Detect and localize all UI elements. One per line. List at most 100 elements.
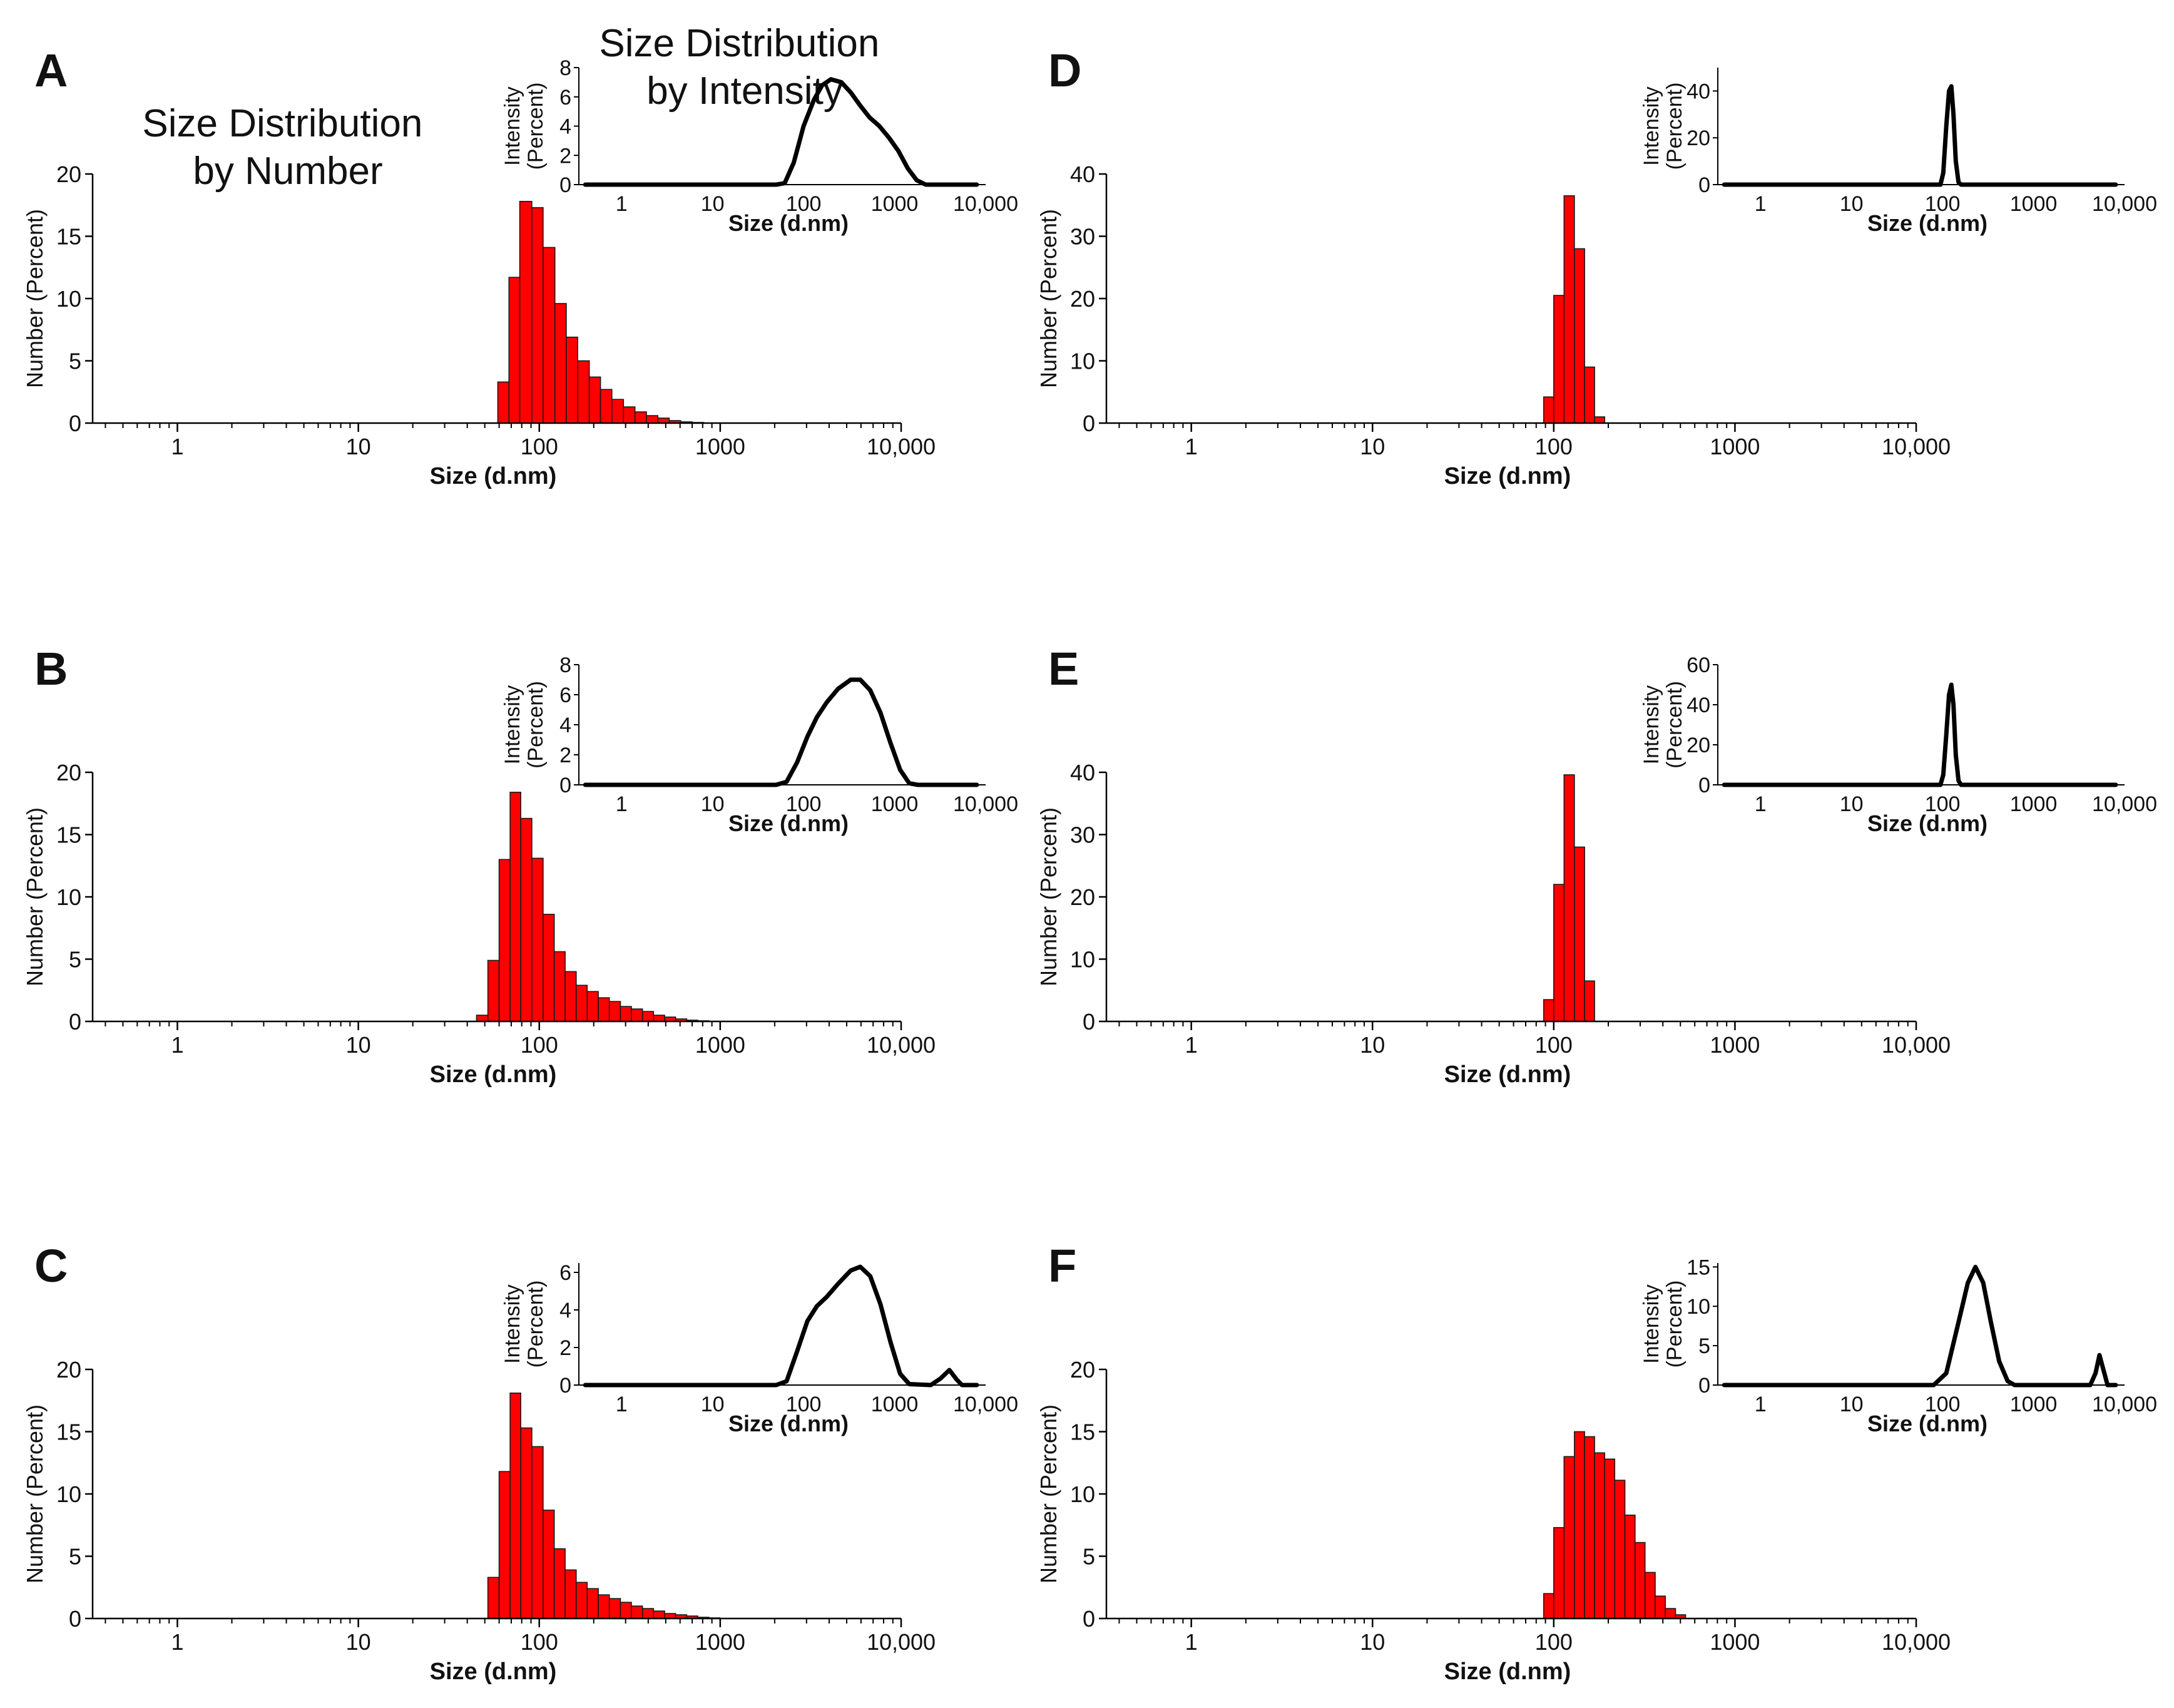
inset-x-tick-label: 1 [1755, 792, 1767, 816]
histogram-bar [1543, 1593, 1554, 1619]
y-tick-label: 10 [56, 884, 81, 910]
histogram-bar [646, 415, 658, 424]
y-tick-label: 10 [1070, 1481, 1095, 1507]
histogram-bar [641, 1608, 655, 1619]
inset-x-tick-label: 10 [701, 792, 725, 816]
inset-y-tick-label: 2 [559, 1336, 571, 1360]
histogram-bar [1574, 1431, 1585, 1619]
y-tick-label: 30 [1070, 822, 1095, 848]
x-tick-label: 1000 [1710, 1032, 1760, 1058]
x-tick-label: 100 [1535, 434, 1573, 459]
x-tick-label: 1000 [695, 1629, 745, 1655]
x-tick-label: 1000 [1710, 434, 1760, 459]
y-tick-label: 5 [1083, 1544, 1095, 1570]
inset-x-tick-label: 100 [786, 192, 822, 216]
x-tick-label: 10 [1360, 1032, 1385, 1058]
histogram-bar [498, 859, 511, 1022]
histogram-bar [608, 1598, 621, 1619]
histogram-bar [1584, 366, 1595, 424]
y-tick-label: 5 [69, 349, 81, 374]
inset-x-tick-label: 10 [701, 1393, 725, 1416]
inset-x-axis-label: Size (d.nm) [728, 1411, 849, 1436]
inset-x-tick-label: 10,000 [2092, 792, 2157, 816]
inset-chart: 0 20 40 1 10 100 1000 10,000 Size (d.nm) Intensit… [1640, 68, 2157, 236]
histogram-bar [508, 277, 521, 424]
inset-y-tick-label: 10 [1687, 1295, 1710, 1319]
x-tick-label: 10,000 [1882, 1629, 1951, 1655]
inset-y-tick-label: 0 [1698, 1374, 1710, 1398]
x-tick-label: 100 [521, 1629, 558, 1655]
histogram-bar [575, 1582, 588, 1619]
inset-y-axis-label-line-1: Intensity [501, 86, 524, 166]
histogram-bar [1574, 846, 1585, 1022]
inset-y-axis-label-line-1: Intensity [1640, 86, 1663, 166]
histogram-bar [1594, 1452, 1606, 1619]
y-tick-label: 15 [56, 1419, 81, 1445]
y-tick-label: 20 [1070, 1357, 1095, 1383]
x-tick-label: 1 [171, 1629, 183, 1655]
intensity-line [583, 1264, 979, 1388]
y-axis-label: Number (Percent) [22, 807, 48, 986]
inset-title-line-1: Size Distribution [599, 22, 879, 65]
y-tick-label: 20 [1070, 286, 1095, 312]
inset-x-axis-label: Size (d.nm) [1867, 210, 1988, 236]
histogram-bar [554, 303, 567, 424]
inset-x-tick-label: 10,000 [953, 1393, 1018, 1416]
histogram-bar [1644, 1572, 1656, 1619]
inset-x-tick-label: 1000 [871, 192, 919, 216]
histogram-bar [653, 1015, 665, 1022]
histogram-bar [588, 376, 601, 424]
panel-letter: F [1048, 1240, 1076, 1292]
inset-x-tick-label: 1 [1755, 192, 1767, 216]
x-axis-label: Size (d.nm) [1444, 463, 1571, 489]
x-tick-label: 100 [1535, 1629, 1573, 1655]
histogram-bar [543, 247, 556, 424]
histogram-bar [566, 336, 578, 424]
inset-x-tick-label: 1 [616, 792, 628, 816]
histogram-bar [1563, 195, 1575, 424]
inset-y-tick-label: 0 [1698, 173, 1710, 197]
y-tick-label: 0 [1083, 1009, 1095, 1035]
inset-y-tick-label: 0 [1698, 774, 1710, 797]
inset-x-tick-label: 10,000 [953, 792, 1018, 816]
y-axis-label: Number (Percent) [1036, 807, 1061, 986]
x-tick-label: 100 [521, 1032, 558, 1058]
intensity-line [1722, 682, 2118, 787]
inset-y-tick-label: 0 [559, 173, 571, 197]
x-tick-label: 100 [1535, 1032, 1573, 1058]
inset-x-tick-label: 10 [701, 192, 725, 216]
intensity-line [583, 677, 979, 787]
y-axis-label: Number (Percent) [1036, 209, 1061, 388]
inset-x-tick-label: 1000 [2010, 792, 2058, 816]
x-tick-label: 1 [171, 434, 183, 459]
inset-y-axis-label-line-2: (Percent) [524, 1281, 548, 1368]
inset-y-tick-label: 20 [1687, 734, 1710, 757]
histogram-bar [1665, 1608, 1676, 1619]
x-tick-label: 1000 [695, 1032, 745, 1058]
histogram-bar [1543, 396, 1554, 424]
histogram-bar [498, 1471, 511, 1619]
y-tick-label: 0 [1083, 1606, 1095, 1632]
x-tick-label: 10 [346, 434, 371, 459]
histogram-bar [487, 1577, 500, 1619]
histogram-bar [1584, 1436, 1595, 1619]
panel-letter: E [1048, 643, 1079, 695]
inset-y-axis-label-line-2: (Percent) [1663, 83, 1687, 170]
inset-chart: 0 2 4 6 8 1 10 100 1000 10,000 Size (d.nm) Intensit… [501, 56, 1018, 236]
histogram-bar [620, 1006, 632, 1022]
x-tick-label: 10,000 [1882, 434, 1951, 459]
x-tick-label: 1 [1185, 1032, 1198, 1058]
panel-letter: A [34, 44, 68, 96]
histogram-bar [598, 997, 610, 1022]
histogram-bar [1553, 884, 1565, 1022]
inset-chart: 0 5 10 15 1 10 100 1000 10,000 Size (d.nm) Intensi… [1640, 1255, 2157, 1436]
y-tick-label: 5 [69, 947, 81, 973]
inset-y-tick-label: 6 [559, 683, 571, 707]
